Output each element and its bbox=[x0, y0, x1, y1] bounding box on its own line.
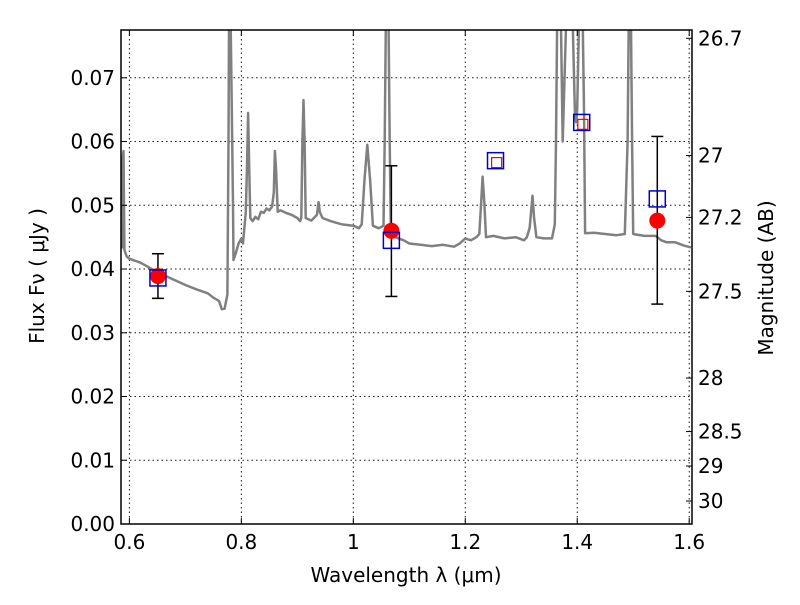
y-tick-label: 0.05 bbox=[70, 193, 115, 217]
y-axis-label: Flux Fν ( μJy ) bbox=[25, 208, 49, 344]
model-photometry-marker bbox=[572, 113, 591, 132]
model-photometry-marker bbox=[648, 190, 667, 208]
x-tick-label: 1.2 bbox=[449, 530, 481, 554]
observed-point bbox=[149, 268, 166, 285]
plot-frame bbox=[120, 29, 693, 525]
x-tick-label: 1.4 bbox=[561, 530, 593, 554]
axis-ticks bbox=[121, 30, 692, 525]
y2-tick-label: 27.5 bbox=[698, 279, 743, 303]
y-tick-label: 0.00 bbox=[70, 512, 115, 536]
model-photometry-marker bbox=[486, 151, 505, 170]
x-tick-label: 1.6 bbox=[673, 530, 705, 554]
upper-limit-marker bbox=[577, 118, 589, 130]
x-tick-label: 0.6 bbox=[113, 530, 145, 554]
observed-point bbox=[649, 212, 666, 229]
spectrum-line bbox=[121, 30, 692, 311]
observed-point bbox=[383, 222, 400, 239]
y2-tick-labels: 26.7 27 27.2 27.5 28 28.5 29 30 bbox=[698, 26, 743, 513]
y-tick-label: 0.02 bbox=[70, 385, 115, 409]
y2-tick-label: 30 bbox=[698, 489, 723, 513]
y2-tick-label: 27 bbox=[698, 144, 723, 168]
y-tick-label: 0.07 bbox=[70, 66, 115, 90]
y2-tick-label: 28.5 bbox=[698, 420, 743, 444]
x-axis-label: Wavelength λ (μm) bbox=[310, 563, 501, 587]
y2-axis-label: Magnitude (AB) bbox=[754, 200, 778, 355]
y2-tick-label: 26.7 bbox=[698, 26, 743, 50]
grid bbox=[121, 30, 692, 524]
y2-tick-label: 28 bbox=[698, 366, 723, 390]
y2-tick-label: 29 bbox=[698, 454, 723, 478]
model-spectrum bbox=[121, 30, 692, 311]
x-tick-label: 0.8 bbox=[225, 530, 257, 554]
x-tick-labels: 0.6 0.8 1 1.2 1.4 1.6 bbox=[113, 530, 705, 554]
y-tick-label: 0.04 bbox=[70, 257, 115, 281]
y-tick-labels: 0.00 0.01 0.02 0.03 0.04 0.05 0.06 0.07 bbox=[70, 66, 115, 536]
y-tick-label: 0.01 bbox=[70, 448, 115, 472]
y-tick-label: 0.06 bbox=[70, 130, 115, 154]
upper-limit-marker bbox=[491, 156, 503, 169]
y-tick-label: 0.03 bbox=[70, 321, 115, 345]
x-tick-label: 1 bbox=[347, 530, 360, 554]
model-photometry-marker bbox=[149, 269, 167, 287]
model-photometry-marker bbox=[382, 231, 401, 250]
data-points bbox=[149, 113, 667, 287]
y2-tick-label: 27.2 bbox=[698, 205, 743, 229]
